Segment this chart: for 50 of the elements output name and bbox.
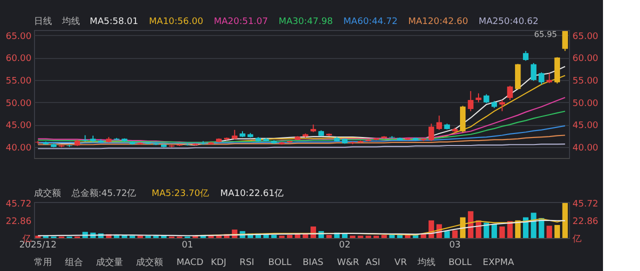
text: 均线 [416,257,436,268]
y-tick-label: 65.00 [6,32,32,42]
text: MACD [176,258,204,268]
text: BOLL [268,258,292,268]
text: MA250:40.62 [478,17,539,27]
text: 常用 [34,257,52,268]
text: RSI [240,258,254,268]
y-tick-label: 45.00 [6,121,32,132]
y2-tick-label: 55.00 [572,76,599,86]
x-tick-label: 02 [339,240,350,250]
y-tick-label: 22.86 [6,216,32,227]
text: MA20:51.07 [214,17,268,27]
y-tick-label: 50.00 [6,98,32,109]
text: 成交量 [96,257,123,268]
y2-tick-label: 60.00 [572,54,599,64]
text: MA10:22.61亿 [220,188,284,199]
text: VR [394,258,407,268]
text: 均线 [60,16,80,27]
y-tick-label: 55.00 [6,76,32,86]
text: MA120:42.60 [408,17,468,27]
x-tick-label: 01 [182,240,194,250]
text: EXPMA [482,258,515,268]
text: MA30:47.98 [278,17,334,27]
y-tick-label: 40.00 [6,143,32,154]
x-tick-label: 2025/12 [19,240,57,250]
text: 成交额 [34,188,61,199]
y2-tick-label: 45.00 [572,121,599,132]
text: BOLL [448,258,472,268]
y2-tick-label: 亿 [572,234,582,244]
y2-tick-label: 65.00 [572,32,599,42]
text: BIAS [302,258,324,268]
text: KDJ [210,258,226,268]
text: 日线 [34,16,52,27]
x-tick-label: 03 [449,240,461,250]
text: 组合 [64,257,83,268]
y-tick-label: 45.72 [6,199,32,210]
y2-tick-label: 22.86 [572,216,599,227]
text: MA5:58.01 [90,17,138,27]
annotation: 65.95 [534,30,557,39]
text: MA5:23.70亿 [152,188,210,199]
y2-tick-label: 50.00 [572,98,599,109]
y2-tick-label: 40.00 [572,143,599,154]
text: ASI [366,258,380,268]
text: MA60:44.72 [343,17,398,27]
y2-tick-label: 45.72 [572,199,598,210]
text: W&R [336,258,360,268]
text: 总金额:45.72亿 [70,188,136,199]
text: MA10:56.00 [149,17,204,27]
text: 成交额 [136,257,164,268]
y-tick-label: 60.00 [6,54,32,64]
